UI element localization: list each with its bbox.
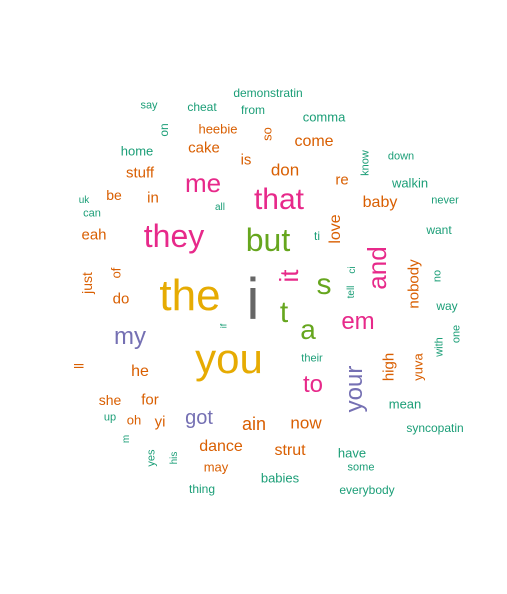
word-thing: thing [188, 482, 216, 496]
word-up: up [103, 411, 117, 424]
word-babies: babies [260, 470, 300, 486]
word-stuff: stuff [125, 164, 155, 182]
word-dance: dance [199, 438, 243, 455]
word-ci: ci [347, 266, 358, 274]
word-yuva: yuva [410, 353, 426, 381]
word-do: do [112, 290, 130, 308]
word-say: say [140, 99, 158, 112]
word-high: high [380, 352, 398, 382]
word-love: love [327, 214, 344, 244]
word-never: never [431, 194, 459, 207]
word-my: my [114, 323, 146, 350]
word-just: just [79, 272, 95, 294]
word-cheat: cheat [187, 100, 217, 114]
word-walkin: walkin [391, 175, 429, 191]
word-to: to [302, 371, 324, 398]
word-got: got [185, 407, 213, 429]
word-his: his [169, 451, 180, 465]
word-re: re [335, 171, 349, 189]
word-they: they [143, 218, 205, 254]
word-t: t [279, 296, 289, 329]
word-from: from [241, 103, 265, 117]
word-but: but [245, 222, 291, 258]
word-me: me [184, 168, 222, 198]
word-m: m [121, 434, 132, 444]
word-have: have [337, 445, 367, 461]
word-on: on [157, 123, 171, 137]
word-tell: tell [346, 285, 357, 299]
word-yi: yi [154, 413, 166, 431]
word-so: so [259, 127, 275, 141]
word-you: you [195, 335, 263, 382]
word-is: is [240, 151, 252, 169]
word-eah: eah [81, 226, 107, 244]
word-be: be [106, 187, 122, 203]
word-and: and [362, 246, 392, 290]
word-if: if [218, 323, 229, 329]
word-for: for [141, 391, 159, 409]
word-may: may [203, 459, 229, 475]
word-mean: mean [388, 396, 422, 412]
word-i: i [246, 267, 260, 332]
word-can: can [83, 207, 101, 220]
word-a: a [300, 314, 316, 345]
word-that: that [253, 183, 305, 216]
word-ti: ti [314, 229, 320, 243]
word-s: s [316, 268, 332, 301]
word-come: come [294, 133, 334, 150]
word-don: don [270, 160, 300, 180]
word-one: one [450, 324, 463, 344]
word-syncopatin: syncopatin [406, 421, 464, 435]
word-of: of [108, 267, 124, 279]
word-want: want [426, 223, 452, 237]
word-oh: oh [126, 412, 142, 428]
word-down: down [387, 150, 415, 163]
word-demonstratin: demonstratin [233, 86, 303, 100]
word-with: with [433, 337, 446, 357]
word-strut: strut [274, 442, 306, 459]
word-he: he [131, 363, 149, 380]
word-no: no [431, 269, 444, 283]
word-heebie: heebie [198, 121, 238, 137]
word-nobody: nobody [405, 259, 423, 309]
word-way: way [436, 299, 458, 313]
word-yes: yes [145, 449, 158, 467]
word-uk: uk [78, 195, 90, 206]
word-cake: cake [188, 139, 220, 157]
word-baby: baby [362, 194, 398, 211]
word-home: home [120, 143, 154, 159]
word-she: she [98, 392, 122, 408]
word-em: em [341, 308, 375, 335]
word-their: their [301, 352, 323, 365]
word-now: now [290, 413, 322, 433]
word-everybody: everybody [339, 483, 395, 497]
word-comma: comma [302, 109, 346, 125]
word-ain: ain [241, 414, 267, 434]
word-the: the [159, 271, 221, 320]
word-in: in [147, 189, 159, 207]
word-ll: ll [71, 363, 87, 369]
word-some: some [347, 461, 375, 474]
word-your: your [341, 365, 368, 413]
word-all: all [214, 202, 226, 213]
word-know: know [359, 150, 372, 176]
word-it: it [274, 269, 304, 283]
